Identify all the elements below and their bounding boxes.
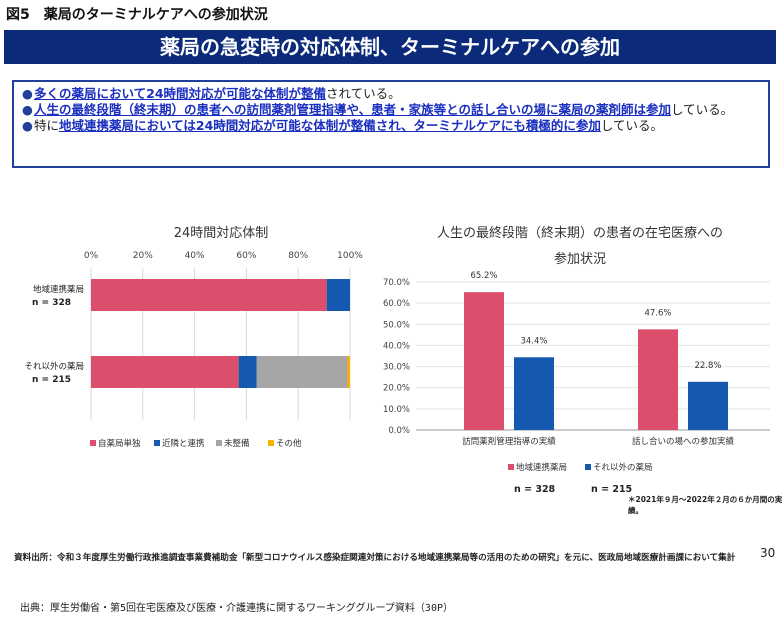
chart2-title-line1: 人生の最終段階（終末期）の患者の在宅医療への [436, 226, 723, 241]
legend-swatch [508, 464, 514, 470]
sample-size-label: n = 328 [32, 298, 71, 308]
y-tick-label: 30.0% [383, 363, 410, 373]
summary-highlight: 人生の最終段階（終末期）の患者への訪問薬剤管理指導や、患者・家族等との話し合いの… [34, 102, 672, 117]
summary-box: ● 多くの薬局において24時間対応が可能な体制が整備されている。 ● 人生の最終段階… [12, 80, 770, 168]
category-label: 話し合いの場への参加実績 [632, 436, 735, 447]
chart1-title: 24時間対応体制 [173, 226, 269, 241]
chart2-title-line2: 参加状況 [553, 252, 606, 267]
x-tick-label: 80% [288, 251, 308, 261]
x-tick-label: 100% [337, 251, 363, 261]
y-tick-label: 60.0% [383, 299, 410, 309]
category-label: 訪問薬剤管理指導の実績 [462, 436, 556, 447]
legend-swatch [154, 440, 160, 446]
legend-swatch [90, 440, 96, 446]
category-label: 地域連携薬局 [33, 284, 84, 295]
bar [464, 292, 504, 430]
figure-title: 図5 薬局のターミナルケアへの参加状況 [6, 7, 268, 23]
summary-text: されている。 [326, 86, 401, 101]
sample-size-label: n = 215 [32, 375, 71, 385]
summary-text: している。 [671, 102, 734, 117]
bar-segment [91, 279, 327, 311]
legend-label: 近隣と連携 [162, 438, 205, 449]
summary-highlight: 多くの薬局において24時間対応が可能な体制が整備 [34, 86, 327, 101]
bar [638, 329, 678, 430]
chart1-24h-system: 0% 20% 40% 60% 80% 100% 地域連携薬局 n = 328 それ以外の薬局 n … [24, 251, 363, 449]
y-tick-label: 10.0% [383, 405, 410, 415]
bullet-icon: ● [22, 86, 33, 101]
legend-label: その他 [276, 438, 302, 449]
bullet-icon: ● [22, 102, 33, 117]
bar-segment [91, 356, 239, 388]
sample-size-label: n = 328 [514, 484, 556, 495]
bar [688, 381, 728, 430]
y-tick-label: 20.0% [383, 384, 410, 394]
bar-segment [238, 356, 257, 388]
chart2-note: ＊2021年９月～2022年２月の６か月間の実績。 [628, 495, 783, 515]
data-label: 65.2% [470, 271, 497, 281]
source-note: 資料出所：令和３年度厚生労働行政推進調査事業費補助金「新型コロナウイルス感染症関… [14, 553, 736, 563]
y-tick-label: 40.0% [383, 341, 410, 351]
data-label: 34.4% [520, 336, 547, 346]
summary-text: 特に [34, 118, 60, 133]
bar [514, 357, 554, 430]
legend-swatch [268, 440, 274, 446]
bar-segment [347, 356, 350, 388]
chart2-terminal-care: 0.0% 10.0% 20.0% 30.0% 40.0% 50.0% 60.0% 70.0% 6… [383, 271, 770, 495]
data-label: 22.8% [694, 361, 721, 371]
y-tick-label: 0.0% [388, 426, 410, 436]
summary-bullet-3: ● 特に地域連携薬局においては24時間対応が可能な体制が整備され、ターミナルケアに… [22, 118, 760, 134]
sample-size-label: n = 215 [591, 484, 632, 495]
data-label: 47.6% [644, 308, 671, 318]
slide-banner: 薬局の急変時の対応体制、ターミナルケアへの参加 [4, 30, 776, 64]
summary-highlight: 地域連携薬局においては24時間対応が可能な体制が整備され、ターミナルケアにも積極… [59, 118, 601, 133]
summary-text: している。 [600, 118, 664, 133]
legend-swatch [216, 440, 222, 446]
y-tick-label: 50.0% [383, 320, 410, 330]
y-tick-label: 70.0% [383, 278, 410, 288]
credit-line: 出典：厚生労働省・第5回在宅医療及び医療・介護連携に関するワーキンググループ資料… [20, 603, 453, 614]
x-tick-label: 0% [84, 251, 99, 261]
summary-bullet-1: ● 多くの薬局において24時間対応が可能な体制が整備されている。 [22, 86, 760, 102]
category-label: それ以外の薬局 [24, 361, 84, 372]
page-number: 30 [760, 546, 776, 560]
x-tick-label: 20% [133, 251, 153, 261]
legend-label: 未整備 [224, 438, 250, 449]
summary-bullet-2: ● 人生の最終段階（終末期）の患者への訪問薬剤管理指導や、患者・家族等との話し合い… [22, 102, 760, 118]
legend-label: 地域連携薬局 [516, 462, 567, 473]
bar-segment [256, 356, 348, 388]
bar-segment [326, 279, 350, 311]
bullet-icon: ● [22, 118, 33, 133]
legend-label: 自薬局単独 [98, 438, 141, 449]
legend-swatch [585, 464, 591, 470]
x-tick-label: 40% [185, 251, 205, 261]
x-tick-label: 60% [236, 251, 256, 261]
legend-label: それ以外の薬局 [593, 462, 653, 473]
